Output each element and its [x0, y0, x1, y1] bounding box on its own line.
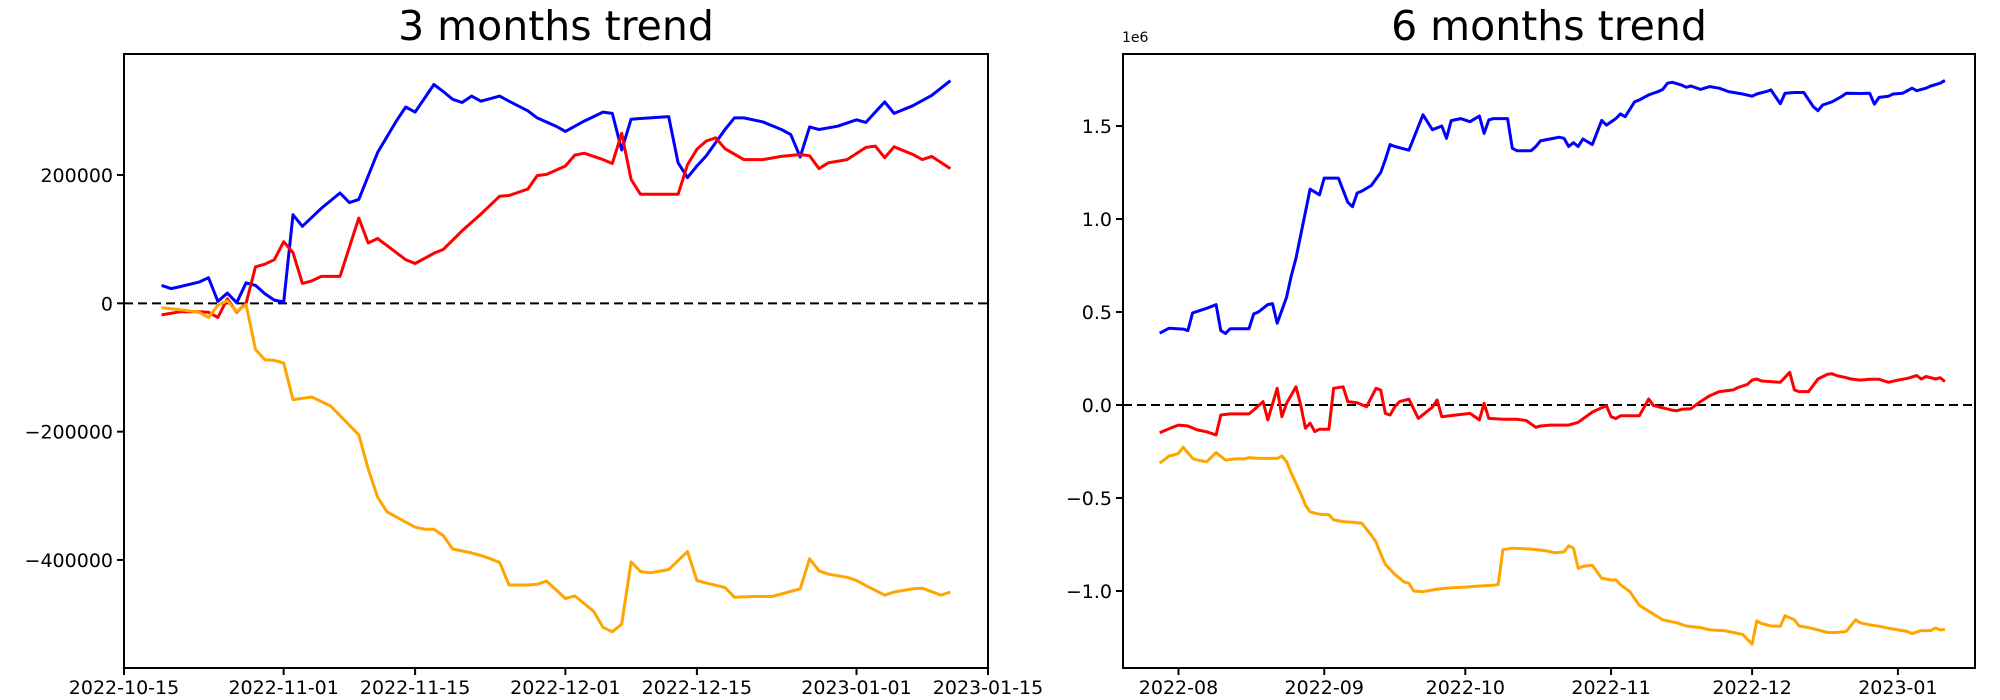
y-tick-label: 0	[101, 293, 113, 315]
plot-border	[123, 53, 989, 669]
x-tick-label: 2022-08	[1139, 677, 1218, 699]
chart-title-3-months: 3 months trend	[398, 2, 714, 50]
y-tick-label: −1.0	[1066, 581, 1112, 603]
x-tick-label: 2023-01-15	[933, 677, 1043, 699]
y-tick-label: 1.0	[1082, 209, 1112, 231]
plot-border	[1122, 53, 1976, 669]
x-tick-label: 2022-11	[1571, 677, 1650, 699]
x-tick-label: 2022-11-01	[228, 677, 338, 699]
x-tick-label: 2023-01-01	[801, 677, 911, 699]
y-axis-offset-label: 1e6	[1122, 30, 1149, 46]
x-tick-label: 2022-11-15	[360, 677, 470, 699]
y-tick-label: 0.5	[1082, 302, 1112, 324]
x-tick-label: 2023-01	[1858, 677, 1937, 699]
y-tick-label: 0.0	[1082, 395, 1112, 417]
x-tick-label: 2022-12-01	[510, 677, 620, 699]
y-tick-label: 1.5	[1082, 116, 1112, 138]
y-tick-label: −0.5	[1066, 488, 1112, 510]
line-blue	[161, 79, 952, 305]
line-orange	[1158, 445, 1946, 646]
x-tick-label: 2022-12-15	[642, 677, 752, 699]
y-tick-label: −200000	[25, 422, 113, 444]
x-tick-label: 2022-10	[1426, 677, 1505, 699]
chart-title-6-months: 6 months trend	[1391, 2, 1707, 50]
line-red	[161, 131, 952, 319]
x-tick-label: 2022-12	[1712, 677, 1791, 699]
line-orange	[161, 299, 951, 634]
line-red	[1159, 370, 1946, 437]
x-tick-label: 2022-09	[1285, 677, 1364, 699]
x-tick-label: 2022-10-15	[69, 677, 179, 699]
y-tick-label: 200000	[40, 165, 113, 187]
y-tick-label: −400000	[25, 550, 113, 572]
line-blue	[1158, 79, 1946, 335]
